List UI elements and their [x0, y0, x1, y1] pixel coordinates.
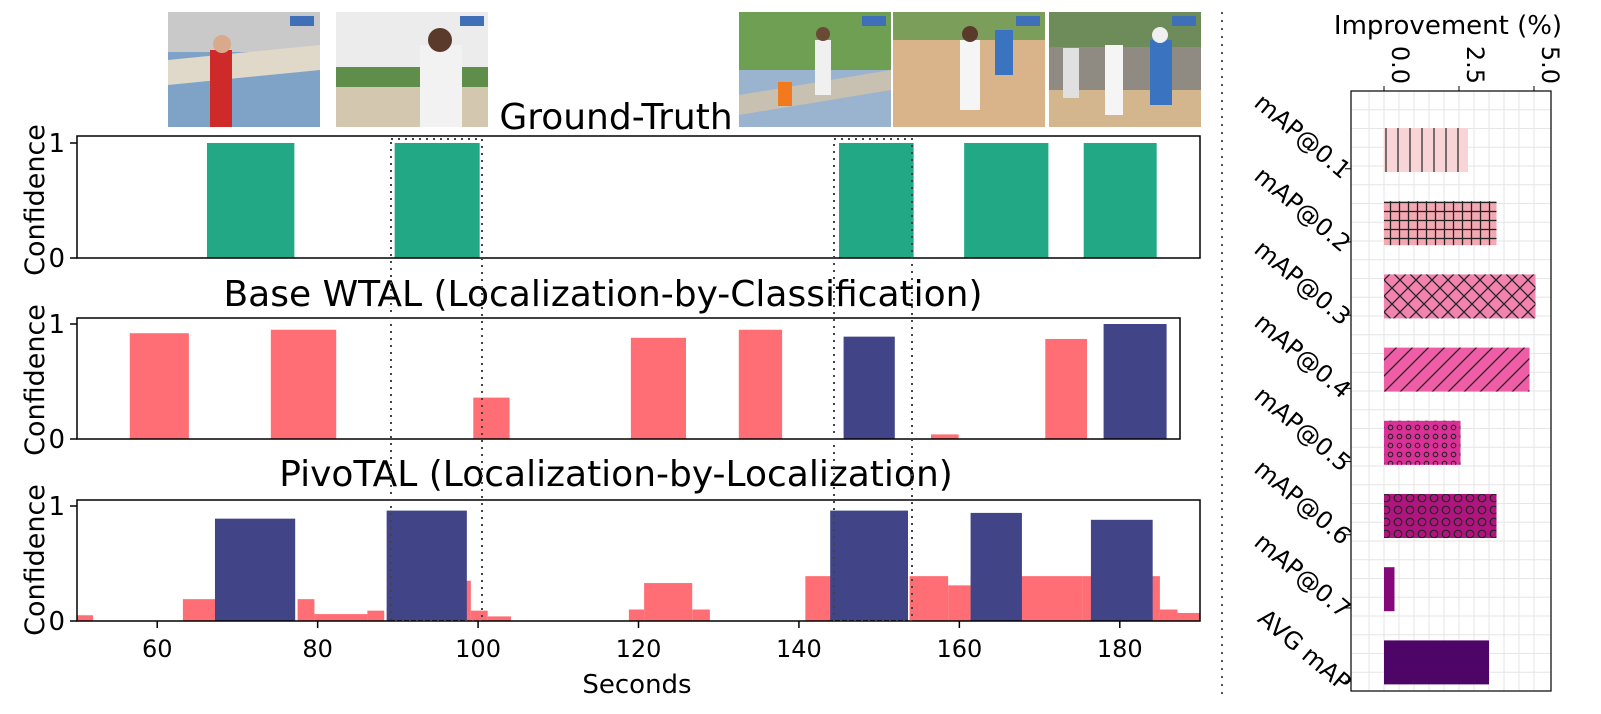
bar [931, 434, 959, 439]
thumbnail-frame [168, 12, 320, 127]
bar [1103, 324, 1167, 439]
bar [314, 614, 368, 621]
axes-frame [76, 135, 1201, 259]
bar [738, 329, 783, 439]
bar [1177, 612, 1200, 621]
axes-frame [1350, 90, 1552, 692]
highlight-box [390, 138, 483, 622]
panel-title: Ground-Truth [499, 97, 732, 138]
bar [644, 583, 693, 621]
bar [909, 576, 949, 621]
bar [830, 510, 909, 621]
x-tick-label: 140 [776, 635, 822, 663]
bar [805, 576, 833, 621]
x-tick-label: 0.0 [1386, 46, 1414, 84]
bar [297, 599, 315, 621]
bar [1159, 609, 1178, 621]
pivotal-panel: PivoTAL (Localization-by-Localization) C… [20, 454, 1201, 700]
bar [487, 616, 511, 621]
x-tick-label: 80 [302, 635, 333, 663]
x-axis-label: Seconds [582, 670, 691, 700]
bar [473, 397, 510, 439]
bar [1045, 338, 1088, 439]
thumbnail-frame [893, 12, 1045, 127]
bar [77, 615, 94, 621]
bar [948, 585, 971, 621]
y-axis-label: Confidence [20, 484, 51, 636]
y-tick-label: 1 [48, 492, 65, 522]
x-tick-label: 180 [1097, 635, 1143, 663]
panel-title: Base WTAL (Localization-by-Classificatio… [223, 274, 982, 315]
bar-hatch [1384, 128, 1468, 172]
bar [970, 512, 1022, 621]
improvement-bar [1384, 567, 1395, 612]
ground-truth-panel: Ground-Truth Confidence 0 1 [20, 97, 1201, 276]
x-tick-label: 160 [936, 635, 982, 663]
highlight-boxes [390, 138, 913, 622]
bar [1090, 519, 1153, 621]
bar-hatch [1384, 347, 1530, 392]
y-tick-label: 0 [48, 244, 65, 274]
bar-hatch [1384, 274, 1536, 319]
improvement-panel: Improvement (%) 0.0 2.5 5.0 mAP@0.1mAP@0.2… [1249, 11, 1564, 697]
bar [692, 609, 710, 621]
y-tick-label: 0 [48, 607, 65, 637]
bar [964, 143, 1049, 258]
bar [206, 143, 295, 258]
x-tick-label: 100 [455, 635, 501, 663]
x-tick-label: 2.5 [1461, 46, 1489, 84]
y-tick-label: 1 [48, 310, 65, 340]
improvement-bar [1384, 640, 1489, 685]
x-tick-label: 60 [142, 635, 173, 663]
thumbnail-frame [1049, 12, 1201, 127]
bar [843, 336, 895, 439]
y-tick-label: 0 [48, 425, 65, 455]
video-thumbnails [168, 12, 1201, 127]
bar [1021, 576, 1083, 621]
bar [182, 599, 218, 621]
panel-title: Improvement (%) [1334, 11, 1562, 41]
bar [630, 337, 687, 439]
axes-frame [76, 317, 1181, 440]
bar-hatch [1384, 201, 1497, 246]
bar [367, 610, 385, 621]
bar [394, 143, 480, 258]
bar-hatch [1384, 494, 1497, 538]
bar [386, 510, 467, 621]
bar-hatch [1384, 420, 1461, 465]
bar [470, 610, 488, 621]
panel-title: PivoTAL (Localization-by-Localization) [279, 454, 953, 495]
x-tick-label: 5.0 [1536, 46, 1564, 84]
bar [628, 609, 645, 621]
base-wtal-panel: Base WTAL (Localization-by-Classificatio… [20, 274, 1181, 456]
bar [129, 333, 189, 439]
bar [463, 580, 471, 621]
bar [839, 143, 914, 258]
y-axis-label: Confidence [20, 304, 51, 456]
bar [1083, 143, 1157, 258]
x-tick-label: 120 [616, 635, 662, 663]
thumbnail-frame [739, 12, 891, 127]
bar [214, 518, 296, 621]
y-axis-label: Confidence [20, 124, 51, 276]
bar [270, 329, 337, 439]
y-tick-label: 1 [48, 129, 65, 159]
thumbnail-frame [336, 12, 488, 127]
